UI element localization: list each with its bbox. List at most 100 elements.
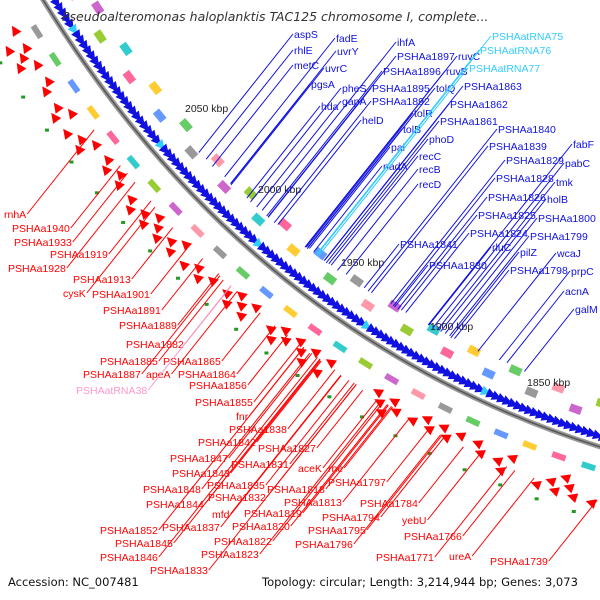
cog-feature-block <box>349 274 365 288</box>
forward-gene-label-leader-line <box>400 214 478 311</box>
cog-feature-block <box>580 461 597 472</box>
forward-gene-label: PSHAa1826 <box>488 192 546 204</box>
forward-gene-arrow <box>71 29 81 41</box>
forward-gene-label-leader-line <box>397 196 488 310</box>
cog-feature-block <box>212 245 228 260</box>
reverse-gene-arrow <box>530 480 542 491</box>
kbp-tick-label: 2000 kbp <box>258 184 301 196</box>
reverse-gene-arrow <box>165 247 177 258</box>
forward-gene-label: pabC <box>565 158 591 170</box>
forward-gene-label-leader-line <box>337 168 419 271</box>
forward-gene-label-leader-line <box>304 70 446 248</box>
reverse-gene-arrow <box>127 194 138 206</box>
reverse-gene-arrow <box>295 347 307 358</box>
reverse-gene-arrow <box>68 108 79 120</box>
cog-feature-block <box>184 145 199 160</box>
reverse-gene-label: cysK <box>63 288 86 300</box>
reverse-gene-arrow <box>506 454 518 465</box>
forward-gene-arrow <box>597 434 600 441</box>
forward-gene-label-leader-line <box>224 37 336 178</box>
reverse-gene-label-leader-line <box>66 181 136 269</box>
reverse-gene-arrow <box>280 326 292 337</box>
forward-gene-label: PSHAa1839 <box>489 141 547 153</box>
cog-feature-block <box>465 415 481 428</box>
forward-trna-label: PSHAatRNA75 <box>492 31 563 43</box>
reverse-gene-label: PSHAa1887 <box>83 369 141 381</box>
reverse-gene-arrow <box>194 263 205 275</box>
gc-marker <box>0 61 3 65</box>
cog-feature-block <box>277 217 293 232</box>
reverse-gene-arrow <box>5 45 16 57</box>
reverse-gene-label: PSHAa1843 <box>172 468 230 480</box>
reverse-gene-arrow <box>19 52 30 65</box>
reverse-gene-arrow <box>251 303 263 314</box>
reverse-gene-label: PSHAa1847 <box>170 453 228 465</box>
forward-gene-label: PSHAa1897 <box>397 51 455 63</box>
reverse-gene-arrow <box>154 213 166 224</box>
forward-trna-label-leader-line <box>317 35 492 255</box>
reverse-gene-arrow <box>75 144 86 156</box>
reverse-gene-label-leader-line <box>418 446 464 504</box>
forward-gene-arrow <box>89 55 100 67</box>
cog-feature-block <box>152 108 167 123</box>
chromosome-backbone-edge <box>42 0 600 448</box>
reverse-gene-label-leader-line <box>72 173 128 243</box>
forward-gene-label: PSHAa1863 <box>464 81 522 93</box>
reverse-gene-label-leader-line <box>108 200 152 255</box>
reverse-gene-arrow <box>310 348 322 359</box>
cog-feature-block <box>493 428 509 440</box>
forward-gene-label-leader-line <box>313 165 383 253</box>
reverse-gene-label: PSHAa1797 <box>328 477 386 489</box>
forward-gene-label-leader-line <box>371 145 489 293</box>
forward-gene-label: PSHAa1824 <box>470 228 528 240</box>
forward-gene-label-leader-line <box>405 232 470 313</box>
reverse-gene-label: PSHAa1833 <box>150 565 208 577</box>
reverse-gene-arrow <box>42 86 53 98</box>
reverse-gene-arrow <box>265 335 277 346</box>
forward-gene-label: PSHAa1799 <box>530 231 588 243</box>
reverse-gene-arrow <box>51 112 62 124</box>
forward-gene-label: PSHAa1798 <box>510 265 568 277</box>
reverse-gene-arrow <box>22 42 33 54</box>
reverse-gene-label-leader-line <box>150 245 190 295</box>
reverse-gene-label: mfd <box>212 509 230 521</box>
reverse-gene-label: PSHAa1928 <box>8 263 66 275</box>
reverse-gene-label-leader-line <box>131 227 174 280</box>
cog-feature-block <box>522 440 538 451</box>
reverse-gene-label: PSHAa1844 <box>146 499 204 511</box>
reverse-gene-arrow <box>222 289 233 300</box>
reverse-gene-label: PSHAa1820 <box>232 521 290 533</box>
forward-gene-label-leader-line <box>454 269 510 339</box>
reverse-gene-arrow <box>153 223 164 234</box>
cog-feature-block <box>217 179 232 194</box>
forward-gene-track <box>50 0 600 441</box>
reverse-gene-label: PSHAa1842 <box>198 437 256 449</box>
forward-gene-label-leader-line <box>328 138 429 265</box>
reverse-gene-arrow <box>548 487 560 497</box>
reverse-gene-label: apeA <box>146 369 171 381</box>
cog-feature-block <box>466 344 482 358</box>
forward-gene-label-leader-line <box>477 252 557 352</box>
forward-gene-label: metC <box>294 60 320 72</box>
forward-gene-label: aspS <box>294 29 318 41</box>
reverse-gene-label-leader-line <box>548 499 598 562</box>
forward-gene-label-leader-line <box>305 112 414 248</box>
forward-gene-arrow <box>78 39 89 51</box>
reverse-gene-arrow <box>91 139 103 151</box>
reverse-gene-arrow <box>63 128 74 140</box>
forward-gene-arrow <box>85 50 96 62</box>
reverse-gene-arrow <box>563 483 575 494</box>
reverse-gene-label: PSHAa1827 <box>258 443 316 455</box>
genome-summary-text: Topology: circular; Length: 3,214,944 bp… <box>262 575 578 589</box>
reverse-gene-arrow <box>372 389 385 399</box>
cog-feature-block <box>439 346 455 360</box>
forward-gene-label-leader-line <box>261 41 397 211</box>
reverse-gene-arrow <box>567 493 579 503</box>
gc-marker <box>44 128 49 132</box>
reverse-gene-arrow <box>179 260 191 272</box>
forward-gene-label-leader-line <box>524 308 575 372</box>
reverse-gene-arrow <box>325 359 337 369</box>
forward-gene-label-leader-line <box>444 217 538 334</box>
reverse-gene-arrow <box>125 205 137 216</box>
forward-gene-label-leader-line <box>449 235 530 337</box>
